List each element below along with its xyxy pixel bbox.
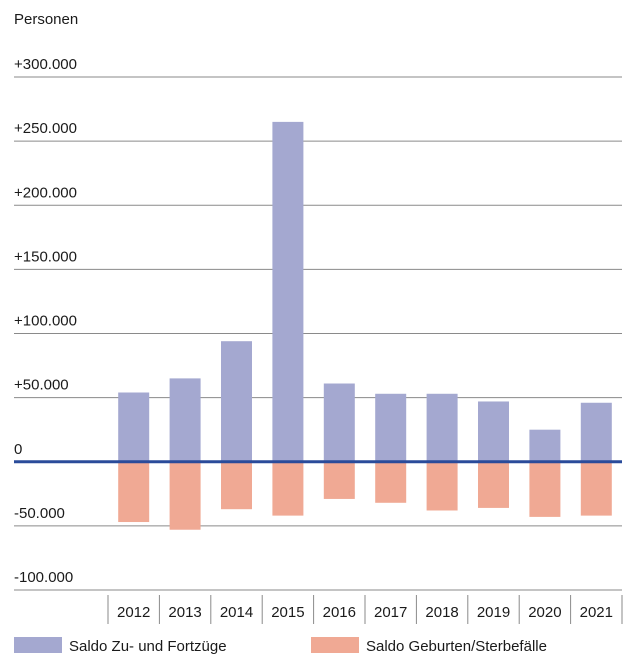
bar-births-deaths-2019 (478, 461, 509, 508)
x-tick-label: 2020 (528, 604, 561, 621)
y-tick-label: +50.000 (14, 377, 69, 394)
x-tick-label: 2013 (168, 604, 201, 621)
y-tick-label: +300.000 (14, 56, 77, 73)
bar-migration-2020 (529, 429, 561, 462)
bar-migration-2015 (272, 121, 304, 462)
x-tick-label: 2015 (271, 604, 304, 621)
bar-births-deaths-2015 (272, 461, 304, 516)
bar-births-deaths-2016 (323, 461, 355, 499)
y-tick-label: -50.000 (14, 505, 65, 522)
bar-births-deaths-2013 (169, 461, 201, 530)
x-axis: 2012 2013 2014 2015 2016 2017 2018 2019 2020 2021 (107, 595, 623, 624)
bar-migration-2016 (323, 383, 355, 462)
bar-migration-2012 (118, 392, 150, 462)
x-tick-label: 2019 (477, 604, 510, 621)
y-tick-label: 0 (14, 441, 22, 458)
x-tick-label: 2021 (580, 604, 613, 621)
bar-migration-2013 (169, 378, 201, 462)
bar-births-deaths-2021 (580, 461, 612, 516)
y-tick-label: +200.000 (14, 184, 77, 201)
bar-migration-2021 (580, 402, 612, 462)
bar-migration-2017 (375, 393, 407, 462)
bar-births-deaths-2012 (118, 461, 150, 523)
x-tick-label: 2017 (374, 604, 407, 621)
y-tick-labels: +300.000 +250.000 +200.000 +150.000 +100.000… (14, 56, 77, 586)
x-tick-label: 2012 (117, 604, 150, 621)
y-tick-label: +250.000 (14, 120, 77, 137)
legend-label: Saldo Geburten/Sterbefälle (366, 638, 547, 655)
gridlines (14, 76, 622, 591)
y-tick-label: +150.000 (14, 248, 77, 265)
legend-swatch (14, 637, 62, 653)
y-tick-label: -100.000 (14, 569, 73, 586)
x-tick-label: 2016 (323, 604, 356, 621)
bar-births-deaths-2018 (426, 461, 458, 511)
bars (14, 121, 622, 530)
legend-label: Saldo Zu- und Fortzüge (69, 638, 227, 655)
x-tick-label: 2018 (425, 604, 458, 621)
y-tick-label: +100.000 (14, 313, 77, 330)
y-unit-label: Personen (14, 11, 78, 28)
legend-swatch (311, 637, 359, 653)
bar-births-deaths-2017 (375, 461, 407, 503)
bar-births-deaths-2014 (221, 461, 252, 510)
bar-migration-2014 (221, 341, 252, 462)
bar-births-deaths-2020 (529, 461, 561, 517)
x-tick-label: 2014 (220, 604, 253, 621)
bar-migration-2019 (478, 401, 509, 462)
bar-migration-2018 (426, 393, 458, 462)
legend: Saldo Zu- und Fortzüge Saldo Geburten/Ste… (14, 637, 547, 655)
